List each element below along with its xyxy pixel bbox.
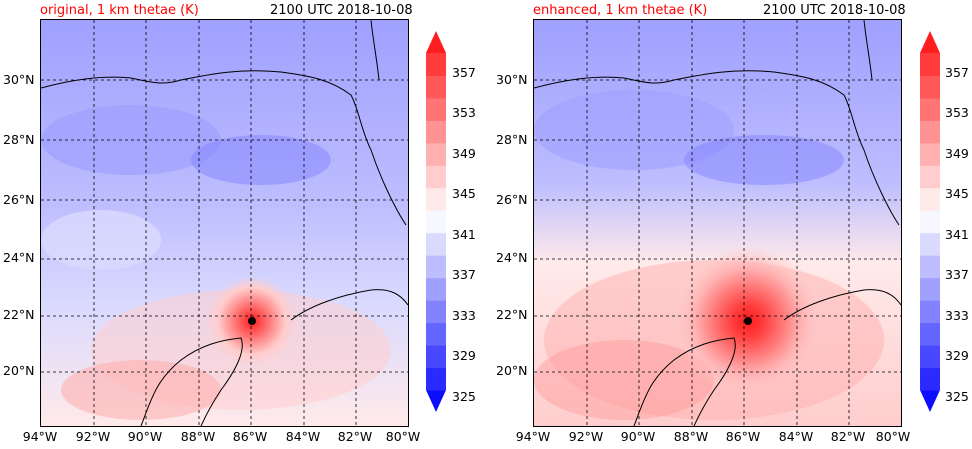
colorbar-segment [920,97,940,121]
graticule [41,20,408,426]
colorbar-segment [920,232,940,256]
panel-enhanced: enhanced, 1 km thetae (K) 2100 UTC 2018-… [493,0,972,449]
map-enhanced [533,19,902,427]
colorbar-segment [426,53,446,76]
lat-label: 28°N [3,132,35,147]
colorbar-segment [426,345,446,369]
lon-label: 94°W [22,429,58,444]
lon-label: 92°W [75,429,111,444]
map-original [40,19,409,427]
colorbar-extend-max [920,31,940,53]
colorbar-segment [426,232,446,256]
map-canvas [534,20,901,426]
colorbar-segment [426,187,446,211]
panel-title: enhanced, 1 km thetae (K) [533,3,708,18]
panel-time: 2100 UTC 2018-10-08 [763,3,906,18]
map-canvas [41,20,408,426]
lat-label: 22°N [496,307,528,322]
colorbar-label: 325 [452,389,476,404]
colorbar-segment [920,53,940,76]
colorbar-segment [920,322,940,346]
colorbar-label: 337 [945,267,969,282]
colorbar-label: 345 [945,186,969,201]
lat-label: 24°N [496,250,528,265]
colorbar-segment [920,277,940,301]
lon-label: 82°W [830,429,866,444]
colorbar-extend-max [426,31,446,53]
lat-label: 26°N [496,192,528,207]
panel-title: original, 1 km thetae (K) [40,3,199,18]
lon-label: 80°W [385,429,421,444]
colorbar-label: 341 [452,227,476,242]
lon-label: 88°W [180,429,216,444]
colorbar-segment [426,165,446,189]
colorbar-segment [426,300,446,324]
colorbar-segment [426,120,446,144]
colorbar-segment [920,142,940,166]
lon-label: 90°W [620,429,656,444]
colorbar-label: 325 [945,389,969,404]
colorbar-segment [426,322,446,346]
colorbar-label: 345 [452,186,476,201]
colorbar-extend-min [920,390,940,412]
colorbar-segment [920,187,940,211]
lat-label: 22°N [3,307,35,322]
storm-center-marker [248,317,256,325]
lon-label: 86°W [232,429,268,444]
colorbar-label: 349 [945,146,969,161]
lat-label: 24°N [3,250,35,265]
panel-time: 2100 UTC 2018-10-08 [270,3,413,18]
lon-label: 84°W [778,429,814,444]
colorbar-segment [920,120,940,144]
colorbar-segment [426,255,446,279]
colorbar [920,31,940,412]
colorbar-segment [426,277,446,301]
storm-center-marker [744,317,752,325]
colorbar-segment [426,210,446,234]
lat-label: 30°N [3,72,35,87]
lon-label: 92°W [568,429,604,444]
colorbar-segment [920,367,940,391]
lat-label: 20°N [3,363,35,378]
colorbar-label: 333 [452,308,476,323]
coastlines [41,20,408,426]
colorbar-segment [920,75,940,99]
colorbar-label: 353 [945,105,969,120]
colorbar-label: 341 [945,227,969,242]
lon-label: 94°W [515,429,551,444]
colorbar-label: 349 [452,146,476,161]
colorbar-label: 353 [452,105,476,120]
colorbar-label: 357 [945,65,969,80]
lon-label: 86°W [725,429,761,444]
colorbar-segment [920,300,940,324]
colorbar-segment [426,97,446,121]
lat-label: 20°N [496,363,528,378]
colorbar-label: 333 [945,308,969,323]
colorbar-label: 357 [452,65,476,80]
lon-label: 82°W [337,429,373,444]
colorbar [426,31,446,412]
colorbar-label: 329 [945,348,969,363]
colorbar-segment [920,345,940,369]
lon-label: 88°W [673,429,709,444]
coastlines [534,20,901,426]
lat-label: 26°N [3,192,35,207]
colorbar-extend-min [426,390,446,412]
colorbar-segment [426,75,446,99]
colorbar-segment [426,142,446,166]
colorbar-segment [920,255,940,279]
panel-original: original, 1 km thetae (K) 2100 UTC 2018-… [3,3,476,444]
graticule [534,20,901,426]
colorbar-segment [920,165,940,189]
colorbar-segment [920,210,940,234]
colorbar-label: 337 [452,267,476,282]
colorbar-label: 329 [452,348,476,363]
lon-label: 80°W [875,429,911,444]
colorbar-segment [426,367,446,391]
lon-label: 90°W [127,429,163,444]
lat-label: 28°N [496,132,528,147]
lat-label: 30°N [496,72,528,87]
lon-label: 84°W [285,429,321,444]
